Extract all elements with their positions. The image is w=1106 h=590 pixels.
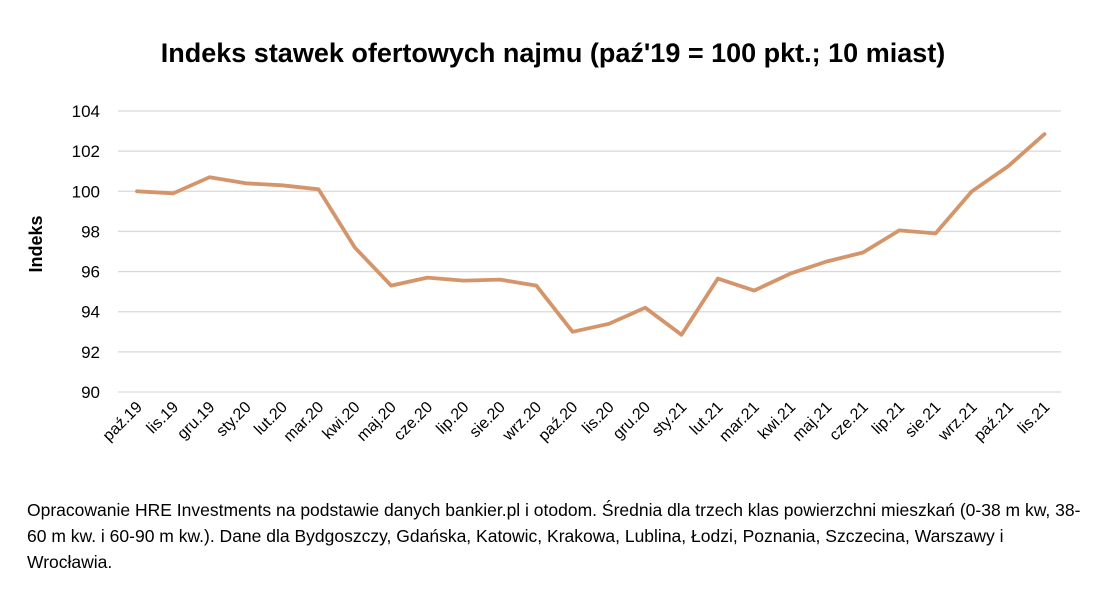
gridlines <box>118 110 1061 393</box>
data-point <box>280 183 284 187</box>
data-point <box>389 284 393 288</box>
y-tick-label: 96 <box>81 263 100 282</box>
x-tick-label: paź.21 <box>971 399 1017 445</box>
x-tick-label: lip.21 <box>869 399 908 438</box>
x-tick-label: sty.20 <box>213 399 254 440</box>
series-lines <box>135 132 1047 337</box>
data-point <box>861 251 865 255</box>
y-tick-label: 98 <box>81 222 100 241</box>
data-point <box>534 284 538 288</box>
data-point <box>680 333 683 337</box>
data-point <box>425 276 429 280</box>
x-tick-label: lis.21 <box>1015 399 1054 438</box>
y-tick-label: 102 <box>72 142 100 161</box>
x-tick-label: wrz.20 <box>499 399 545 445</box>
data-point <box>716 277 720 281</box>
chart-title: Indeks stawek ofertowych najmu (paź'19 =… <box>160 38 946 68</box>
y-tick-label: 90 <box>81 383 100 402</box>
y-tick-label: 94 <box>81 303 100 322</box>
x-tick-label: sty.21 <box>649 399 690 440</box>
data-point <box>208 175 212 179</box>
x-tick-label: mar.21 <box>716 399 763 446</box>
data-point <box>788 272 792 276</box>
data-point <box>353 245 357 249</box>
y-axis-ticks: 90 92 94 96 98 100 102 104 <box>72 102 100 402</box>
data-point <box>317 187 320 191</box>
data-point <box>752 289 756 293</box>
data-point <box>970 189 974 193</box>
data-point <box>825 260 829 264</box>
x-tick-label: cze.21 <box>826 399 871 444</box>
x-tick-label: gru.19 <box>174 399 218 443</box>
data-point <box>934 231 938 235</box>
x-tick-label: gru.20 <box>610 399 654 443</box>
data-point <box>1043 132 1046 136</box>
data-point <box>643 306 647 310</box>
x-tick-label: paź.19 <box>100 399 146 445</box>
data-point <box>171 191 175 195</box>
x-axis-ticks: paź.19lis.19gru.19sty.20lut.20mar.20kwi.… <box>100 399 1054 446</box>
series-line <box>135 132 1047 337</box>
line-chart: 90 92 94 96 98 100 102 104 paź.19lis.19gru.19st… <box>26 102 1061 446</box>
y-tick-label: 92 <box>81 343 100 362</box>
footnote: Opracowanie HRE Investments na podstawie… <box>27 500 1081 572</box>
data-point <box>1006 164 1010 168</box>
x-tick-label: lip.20 <box>433 399 472 438</box>
data-point <box>135 189 139 193</box>
x-tick-label: paź.20 <box>535 399 581 445</box>
x-tick-label: mar.20 <box>281 399 328 446</box>
data-point <box>571 330 575 334</box>
y-tick-label: 100 <box>72 182 100 201</box>
x-tick-label: maj.21 <box>790 399 836 445</box>
data-point <box>244 181 248 185</box>
y-tick-label: 104 <box>72 102 100 121</box>
x-tick-label: maj.20 <box>354 399 400 445</box>
x-tick-label: wrz.21 <box>935 399 981 445</box>
data-point <box>607 322 611 326</box>
x-tick-label: cze.20 <box>391 399 436 444</box>
data-point <box>498 278 502 282</box>
y-axis-label: Indeks <box>26 215 46 272</box>
data-point <box>897 228 901 232</box>
data-point <box>462 279 466 283</box>
